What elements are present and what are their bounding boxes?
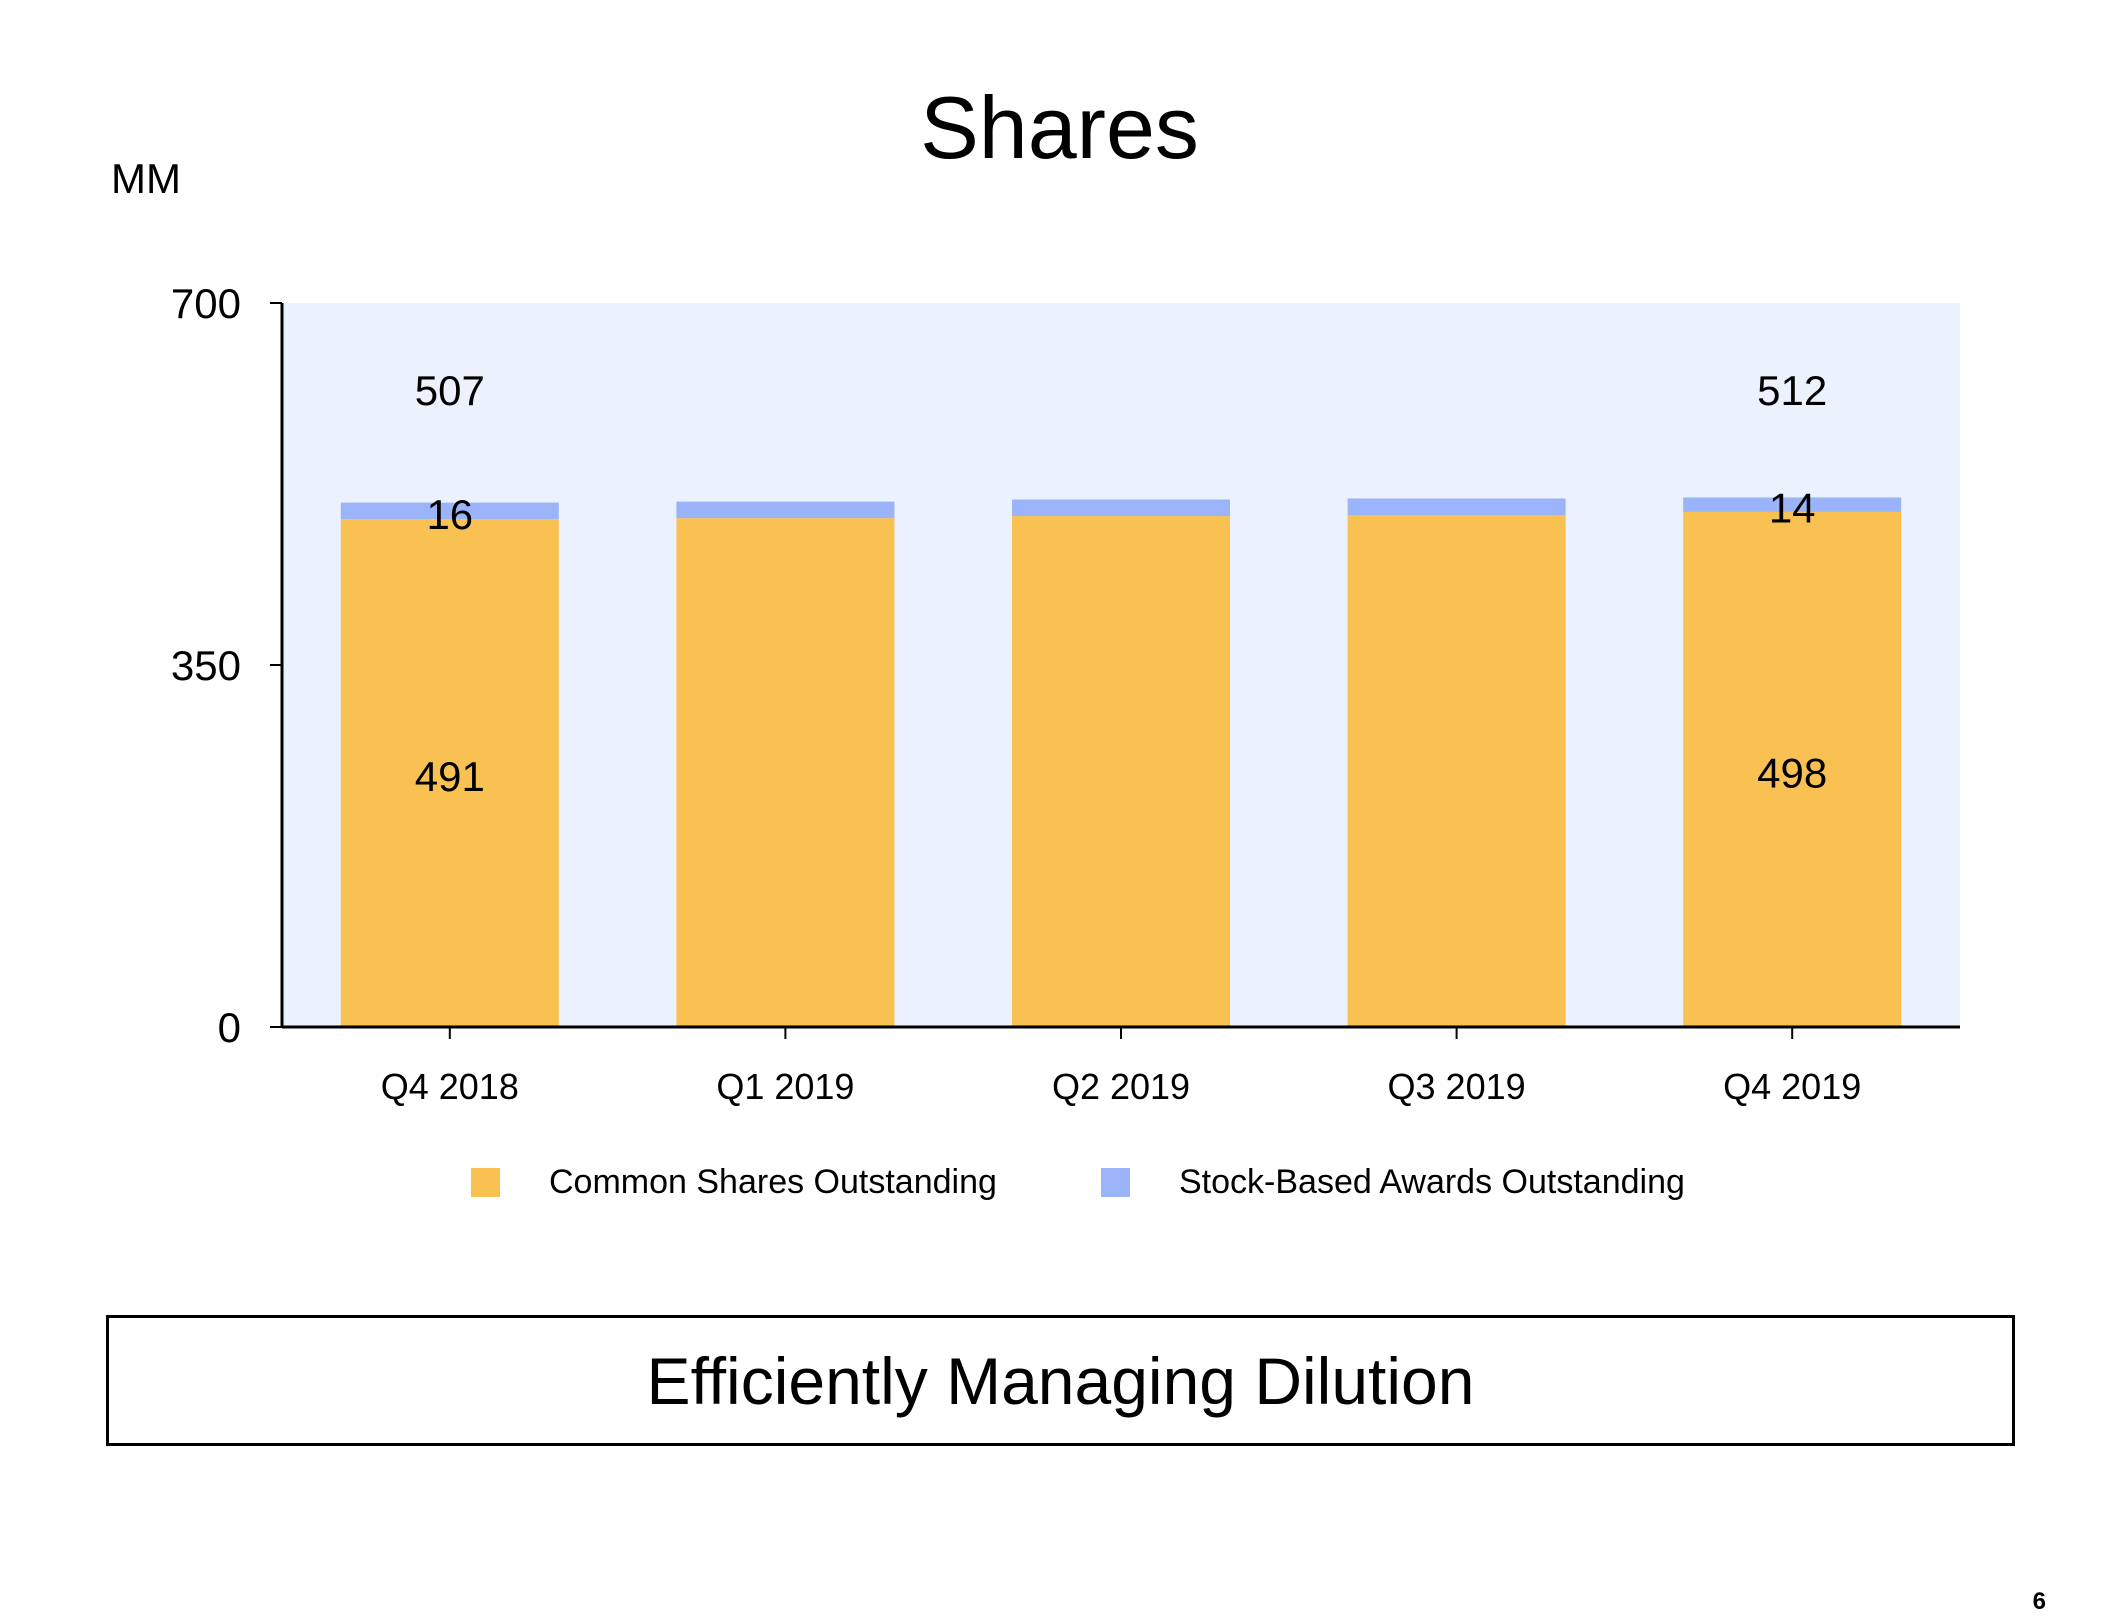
bar-awards-2 [1012, 499, 1230, 517]
y-tick-label-2: 700 [171, 280, 241, 327]
callout-text: Efficiently Managing Dilution [646, 1343, 1475, 1418]
legend-item-awards: Stock-Based Awards Outstanding [1101, 1152, 1685, 1212]
data-label-1: 16 [426, 491, 473, 538]
y-tick-label-1: 350 [171, 642, 241, 689]
bar-awards-4 [1683, 497, 1902, 512]
bar-common-1 [676, 518, 895, 1027]
legend-swatch-common [471, 1167, 500, 1197]
data-label-0: 491 [415, 753, 485, 800]
unit-label: MM [111, 155, 181, 202]
x-tick-label-3: Q3 2019 [1388, 1066, 1526, 1107]
chart-legend: Common Shares Outstanding Stock-Based Aw… [0, 1152, 2119, 1212]
y-tick-label-0: 0 [218, 1004, 241, 1051]
legend-item-common: Common Shares Outstanding [471, 1152, 997, 1212]
x-tick-label-1: Q1 2019 [716, 1066, 854, 1107]
bar-awards-0 [340, 502, 559, 520]
page-number: 6 [2032, 1588, 2046, 1615]
data-label-4: 14 [1769, 485, 1816, 532]
data-label-5: 512 [1757, 367, 1827, 414]
legend-swatch-awards [1101, 1167, 1130, 1197]
slide-title: Shares [920, 78, 1199, 177]
bar-awards-3 [1347, 498, 1566, 516]
legend-label-awards: Stock-Based Awards Outstanding [1179, 1162, 1685, 1201]
bar-awards-1 [676, 501, 895, 519]
bar-common-3 [1347, 515, 1566, 1027]
shares-chart: 0 350 700 Q4 2018 Q1 2019 Q2 2019 Q3 2019 Q4 20… [171, 280, 1960, 1107]
bar-common-4 [1683, 511, 1902, 1027]
callout-box: Efficiently Managing Dilution [106, 1315, 2015, 1446]
legend-label-common: Common Shares Outstanding [549, 1162, 997, 1201]
x-tick-label-4: Q4 2019 [1723, 1066, 1861, 1107]
x-tick-label-0: Q4 2018 [381, 1066, 519, 1107]
bar-common-2 [1012, 516, 1230, 1027]
data-label-2: 507 [415, 367, 485, 414]
data-label-3: 498 [1757, 749, 1827, 796]
x-tick-label-2: Q2 2019 [1052, 1066, 1190, 1107]
bar-common-0 [340, 519, 559, 1027]
